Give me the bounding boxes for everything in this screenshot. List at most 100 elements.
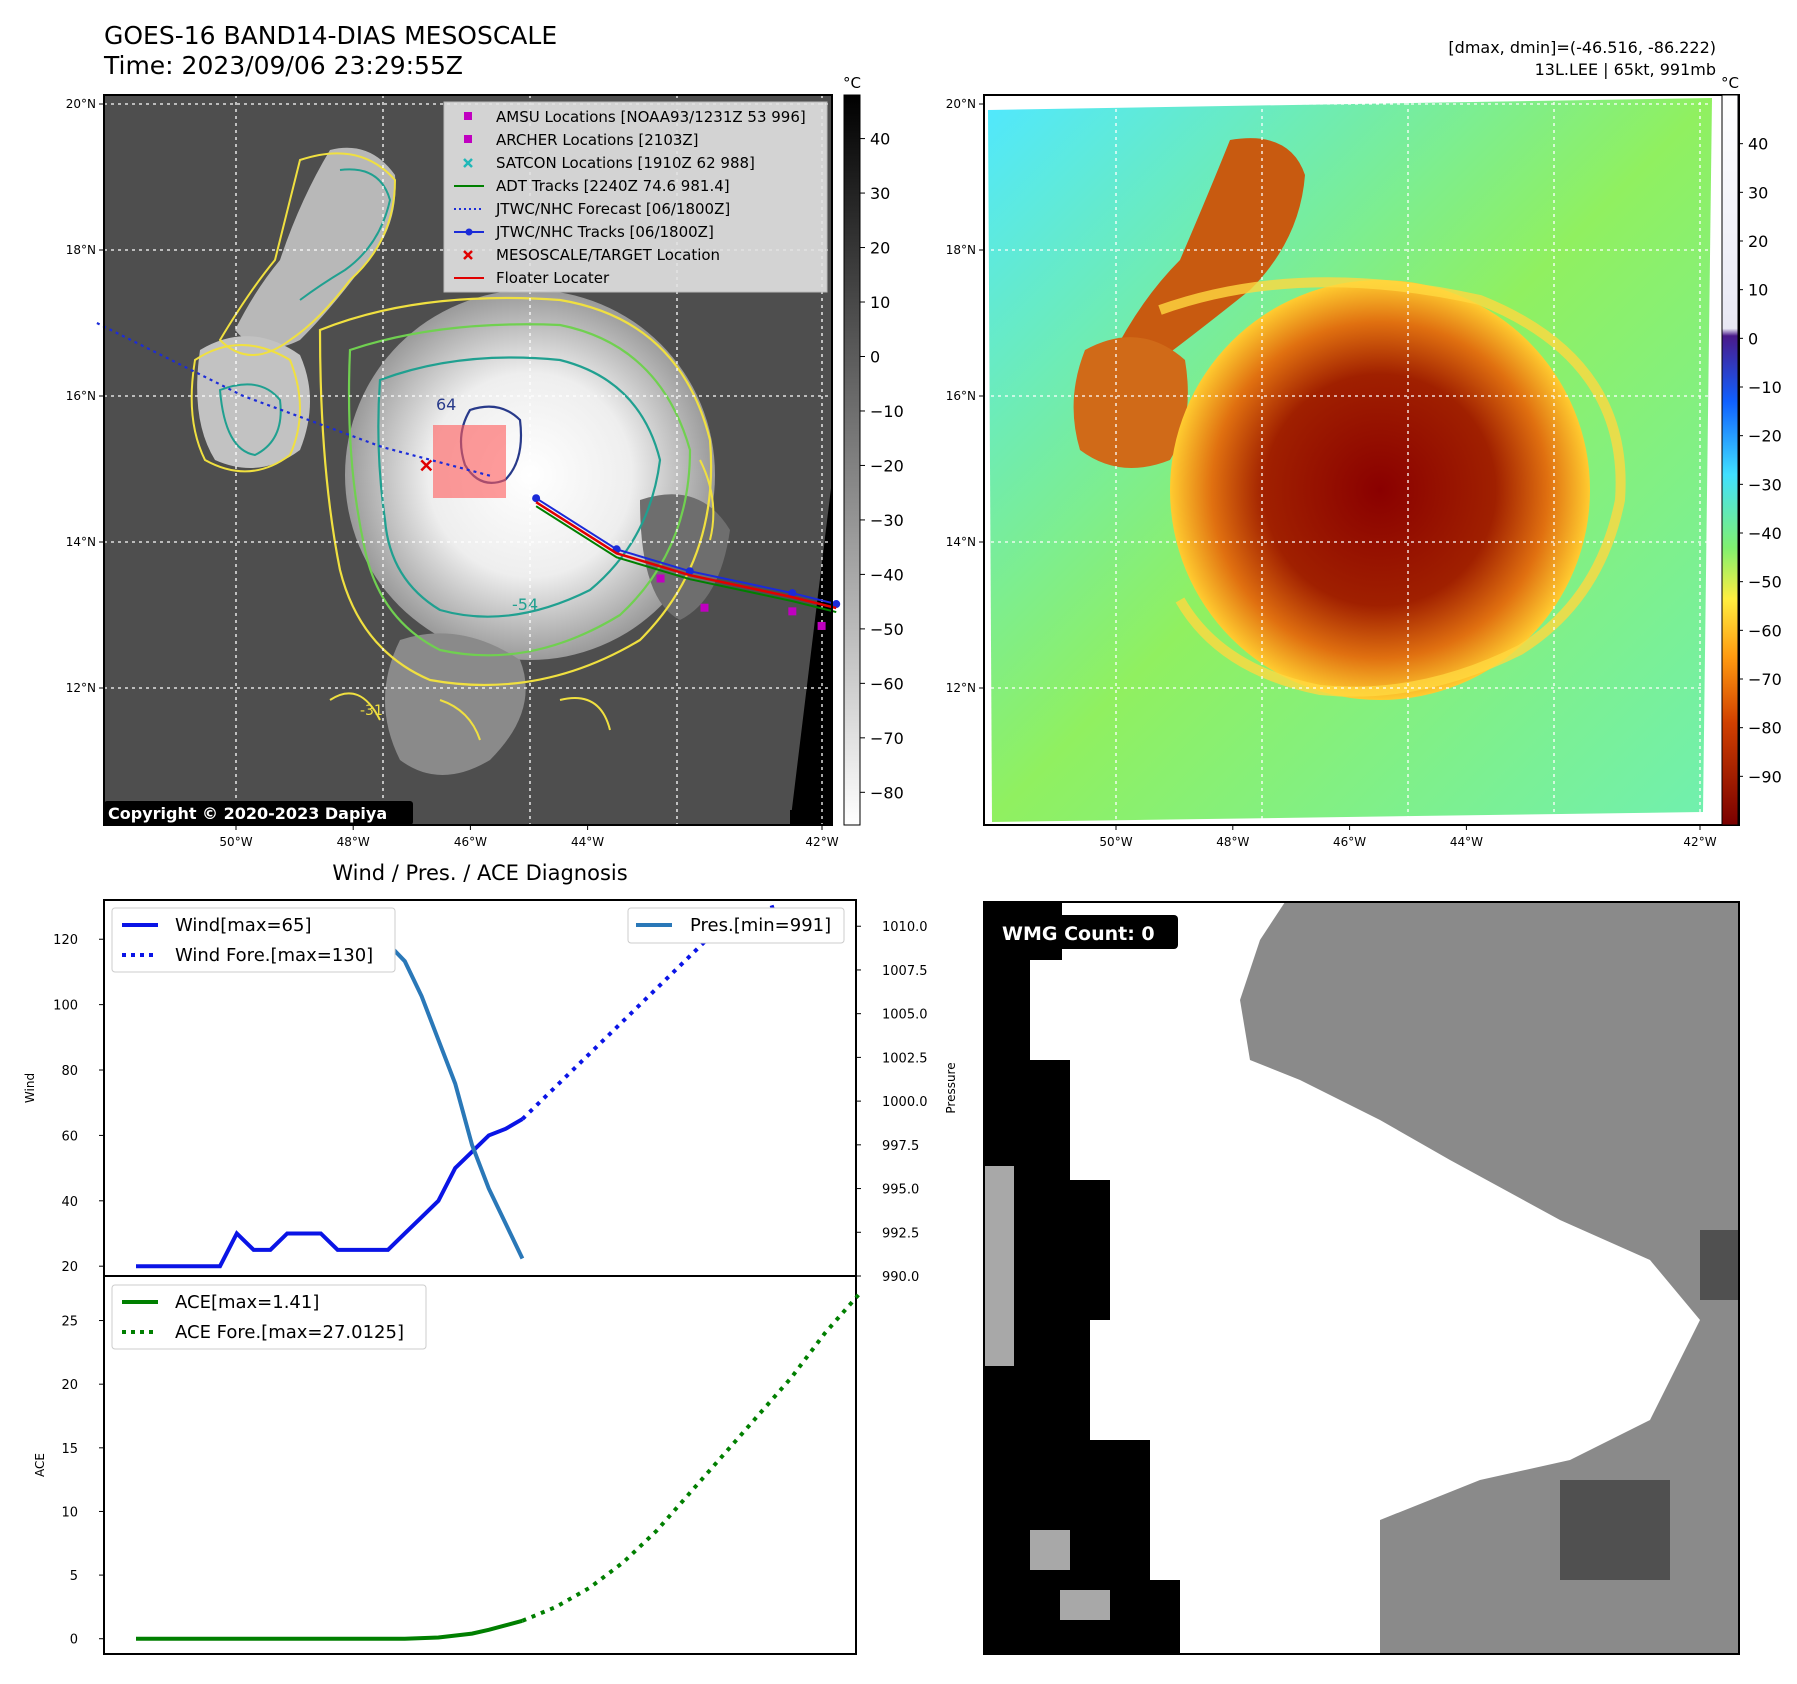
colorbar-tick-label: 0 (870, 347, 880, 366)
legend-marker-x (463, 158, 473, 168)
pressure-ytick-label: 1010.0 (882, 920, 928, 935)
best-track-point (685, 567, 694, 576)
ir2-ytick-label: 14°N (946, 535, 976, 549)
pressure-ytick-label: 997.5 (882, 1139, 919, 1154)
pressure-legend-box (627, 907, 845, 944)
amsu-location-marker (817, 621, 826, 630)
pressure-ytick-label: 1002.5 (882, 1051, 928, 1066)
colorbar-tick-label: −10 (870, 402, 904, 421)
ir2-ytick-label: 20°N (946, 97, 976, 111)
ir-grayscale-map: 64 -54 -31 AMSU Locations [NOAA93/1231Z … (96, 94, 841, 826)
ace-legend-label: ACE[max=1.41] (175, 1292, 319, 1313)
amsu-location-marker (700, 603, 709, 612)
colorbar-tick-label: −90 (1748, 767, 1782, 786)
pressure-ytick-label: 1000.0 (882, 1095, 928, 1110)
ir2-yellow-halo (1158, 277, 1626, 697)
contour-west-band (190, 344, 301, 473)
pressure-ytick-label: 990.0 (882, 1270, 919, 1285)
legend-marker-square (464, 135, 472, 143)
legend-label: JTWC/NHC Forecast [06/1800Z] (495, 200, 730, 218)
ir2-ytick-label: 16°N (946, 389, 976, 403)
colorbar-tick-label: −80 (1748, 719, 1782, 738)
colorbar-tick-label: −40 (870, 565, 904, 584)
ir2-ytick-label: 12°N (946, 681, 976, 695)
ir-ytick-label: 16°N (66, 389, 96, 403)
wmg-panel: WMG Count: 0 (983, 901, 1740, 1655)
cloud-band-west (197, 336, 310, 468)
wind-ytick-label: 60 (61, 1129, 78, 1144)
colorbar-tick-label: 10 (870, 293, 890, 312)
ir-enhanced-colorbar: °C 40 30 20 10 0 −10 −20 −30 −40 −50 −60 −70 −80 −90 (1721, 74, 1782, 826)
wind-ytick-label: 80 (61, 1064, 78, 1079)
legend-box (443, 101, 828, 293)
contour-green (347, 323, 692, 657)
ace-ytick-label: 25 (61, 1315, 78, 1330)
ir-xtick-label: 46°W (454, 835, 487, 849)
ir-xtick-label: 48°W (337, 835, 370, 849)
ir-ytick-label: 14°N (66, 535, 96, 549)
colorbar-tick-label: −20 (870, 456, 904, 475)
ir-map-frame (103, 94, 833, 826)
ir2-map-frame (983, 94, 1740, 826)
contour-teal (377, 356, 662, 618)
adt-track-line (535, 505, 837, 614)
wmg-dark-patch-right (1700, 1230, 1739, 1300)
mesoscale-target-marker (420, 459, 433, 472)
best-track-point (532, 494, 541, 503)
contour-label-64: 64 (436, 395, 456, 414)
colorbar-tick-label: −30 (1748, 475, 1782, 494)
colorbar-rainbow-unit: °C (1721, 74, 1739, 92)
pressure-ytick-label: 992.5 (882, 1226, 919, 1241)
ir-ytick-label: 20°N (66, 97, 96, 111)
colorbar-tick-label: −60 (1748, 621, 1782, 640)
colorbar-tick-label: −50 (870, 620, 904, 639)
figure-title-line1: GOES-16 BAND14-DIAS MESOSCALE (104, 21, 557, 50)
wmg-gray-patch-left2 (1030, 1530, 1070, 1570)
ace-fore-legend-label: ACE Fore.[max=27.0125] (175, 1322, 404, 1343)
colorbar-tick-label: 40 (870, 130, 890, 149)
legend-label: SATCON Locations [1910Z 62 988] (496, 154, 755, 172)
pressure-ytick-label: 1007.5 (882, 964, 928, 979)
ir-xtick-label: 50°W (219, 835, 252, 849)
colorbar-tick-label: −20 (1748, 427, 1782, 446)
figure-title-line2: Time: 2023/09/06 23:29:55Z (103, 51, 463, 80)
wind-fore-legend-label: Wind Fore.[max=130] (175, 945, 373, 966)
ir2-warm-band-north (1110, 138, 1305, 370)
cloud-scatter-east (640, 494, 730, 620)
ace-ytick-label: 0 (70, 1633, 78, 1648)
legend-marker-square (464, 112, 472, 120)
dmax-dmin-text: [dmax, dmin]=(-46.516, -86.222) (1448, 38, 1716, 57)
wmg-dark-patch-center (1560, 1480, 1670, 1580)
wind-ytick-label: 20 (61, 1260, 78, 1275)
wind-legend-label: Wind[max=65] (175, 915, 312, 936)
wind-legend: Wind[max=65] Wind Fore.[max=130] (111, 907, 396, 973)
wind-legend-box (111, 907, 396, 973)
ir2-xtick-label: 50°W (1099, 835, 1132, 849)
pressure-ytick-label: 1005.0 (882, 1008, 928, 1023)
colorbar-tick-label: 30 (1748, 183, 1768, 202)
ir2-xtick-label: 44°W (1450, 835, 1483, 849)
ir2-warm-band-west (1073, 337, 1188, 468)
ir-ytick-label: 12°N (66, 681, 96, 695)
colorbar-tick-label: −50 (1748, 573, 1782, 592)
wmg-frame (983, 901, 1740, 1655)
diagnosis-title: Wind / Pres. / ACE Diagnosis (332, 861, 627, 885)
colorbar-tick-label: −70 (1748, 670, 1782, 689)
contour-north-band (218, 152, 397, 356)
ace-ytick-label: 5 (70, 1569, 78, 1584)
ir-map-legend: AMSU Locations [NOAA93/1231Z 53 996] ARCH… (443, 101, 828, 293)
ace-ytick-label: 15 (61, 1442, 78, 1457)
legend-marker-x (463, 250, 473, 260)
colorbar-tick-label: 20 (870, 239, 890, 258)
cloud-band-north (235, 147, 396, 348)
legend-label: MESOSCALE/TARGET Location (496, 246, 720, 264)
contour-south-scatter (329, 459, 715, 741)
wmg-gray-patch-left3 (1060, 1590, 1110, 1620)
pressure-ytick-label: 995.0 (882, 1183, 919, 1198)
colorbar-rainbow-gradient (1721, 94, 1739, 826)
legend-label: ADT Tracks [2240Z 74.6 981.4] (496, 177, 730, 195)
floater-locater-box (433, 425, 506, 498)
contour-label-minus54: -54 (512, 595, 538, 614)
ace-legend: ACE[max=1.41] ACE Fore.[max=27.0125] (111, 1284, 427, 1350)
